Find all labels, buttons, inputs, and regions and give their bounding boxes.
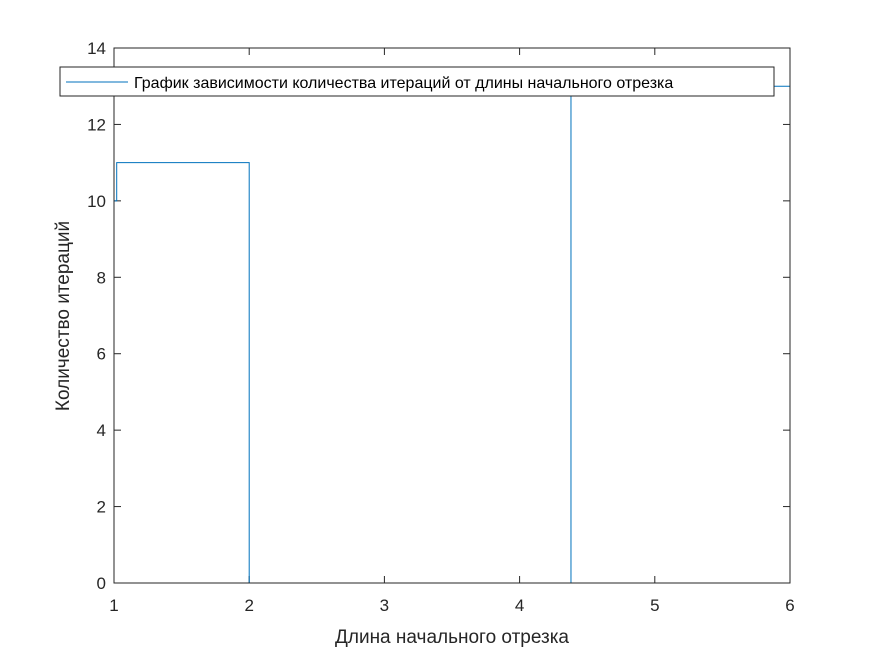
x-tick-label: 5 (650, 596, 659, 615)
y-tick-label: 12 (87, 115, 106, 134)
series-line (114, 86, 790, 583)
y-tick-label: 0 (97, 574, 106, 593)
series-layer (114, 86, 790, 583)
y-tick-label: 8 (97, 268, 106, 287)
x-tick-label: 6 (785, 596, 794, 615)
legend-entry: График зависимости количества итераций о… (134, 75, 673, 92)
plot-area-border (114, 48, 790, 583)
legend: График зависимости количества итераций о… (60, 67, 774, 96)
x-axis-label: Длина начального отрезка (335, 627, 569, 648)
y-tick-label: 4 (97, 421, 106, 440)
y-axis-label: Количество итераций (53, 221, 74, 411)
x-tick-labels: 1 2 3 4 5 6 (109, 596, 794, 615)
x-tick-label: 1 (109, 596, 118, 615)
y-tick-label: 10 (87, 192, 106, 211)
y-tick-labels: 0 2 4 6 8 10 12 14 (87, 39, 106, 593)
y-tick-label: 14 (87, 39, 106, 58)
x-tick-label: 4 (515, 596, 524, 615)
y-tick-label: 2 (97, 498, 106, 517)
x-tick-label: 2 (244, 596, 253, 615)
axis-ticks (114, 48, 790, 583)
x-tick-label: 3 (380, 596, 389, 615)
y-tick-label: 6 (97, 345, 106, 364)
